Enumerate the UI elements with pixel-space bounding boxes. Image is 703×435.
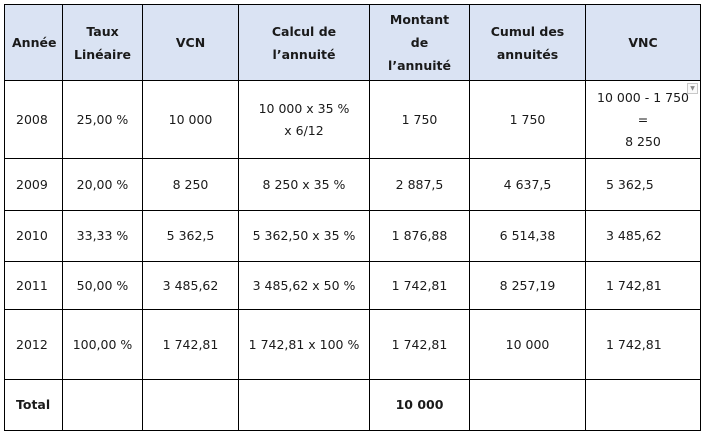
cell-vcn: 5 362,5 bbox=[142, 210, 239, 262]
cell-calcul: 3 485,62 x 50 % bbox=[238, 261, 370, 310]
cell-vnc: 1 742,81 bbox=[585, 309, 701, 380]
cell-cumul: 8 257,19 bbox=[469, 261, 586, 310]
empty-cell bbox=[469, 379, 586, 431]
cell-vcn: 1 742,81 bbox=[142, 309, 239, 380]
header-cumul: Cumul des annuités bbox=[469, 4, 586, 81]
cell-taux: 25,00 % bbox=[62, 80, 143, 159]
cell-vcn: 3 485,62 bbox=[142, 261, 239, 310]
cell-montant: 1 876,88 bbox=[369, 210, 470, 262]
cell-calcul: 5 362,50 x 35 % bbox=[238, 210, 370, 262]
cell-montant: 1 742,81 bbox=[369, 261, 470, 310]
header-taux-label: Taux Linéaire bbox=[74, 23, 131, 62]
table-row: 2009 20,00 % 8 250 8 250 x 35 % 2 887,5 … bbox=[4, 158, 701, 211]
cell-calcul: 1 742,81 x 100 % bbox=[238, 309, 370, 380]
total-amount: 10 000 bbox=[369, 379, 470, 431]
cell-montant: 2 887,5 bbox=[369, 158, 470, 211]
header-row: Année Taux Linéaire VCN Calcul de l’annu… bbox=[4, 4, 701, 81]
cell-cumul: 10 000 bbox=[469, 309, 586, 380]
empty-cell bbox=[238, 379, 370, 431]
cell-annee: 2008 bbox=[4, 80, 63, 159]
cell-cumul: 4 637,5 bbox=[469, 158, 586, 211]
cell-taux: 20,00 % bbox=[62, 158, 143, 211]
vnc-line-2: = bbox=[637, 111, 649, 127]
cell-vcn: 10 000 bbox=[142, 80, 239, 159]
cell-vnc: 1 742,81 bbox=[585, 261, 701, 310]
table-row: 2011 50,00 % 3 485,62 3 485,62 x 50 % 1 … bbox=[4, 261, 701, 310]
cell-annee: 2010 bbox=[4, 210, 63, 262]
header-annee: Année bbox=[4, 4, 63, 81]
table-row: 2010 33,33 % 5 362,5 5 362,50 x 35 % 1 8… bbox=[4, 210, 701, 262]
cell-calcul: 8 250 x 35 % bbox=[238, 158, 370, 211]
cell-annee: 2009 bbox=[4, 158, 63, 211]
empty-cell bbox=[142, 379, 239, 431]
cell-annee: 2011 bbox=[4, 261, 63, 310]
header-montant: Montant de l’annuité bbox=[369, 4, 470, 81]
empty-cell bbox=[585, 379, 701, 431]
total-row: Total 10 000 bbox=[4, 379, 701, 431]
vnc-line-1: 10 000 - 1 750 bbox=[597, 89, 689, 105]
vnc-line-3: 8 250 bbox=[625, 133, 661, 149]
cell-taux: 33,33 % bbox=[62, 210, 143, 262]
table-row: 2008 25,00 % 10 000 10 000 x 35 % x 6/12… bbox=[4, 80, 701, 159]
cell-vnc: 5 362,5 bbox=[585, 158, 701, 211]
amortization-table: Année Taux Linéaire VCN Calcul de l’annu… bbox=[4, 4, 701, 431]
cell-taux: 100,00 % bbox=[62, 309, 143, 380]
total-label: Total bbox=[4, 379, 63, 431]
cell-vcn: 8 250 bbox=[142, 158, 239, 211]
cell-annee: 2012 bbox=[4, 309, 63, 380]
header-calcul: Calcul de l’annuité bbox=[238, 4, 370, 81]
empty-cell bbox=[62, 379, 143, 431]
cell-vnc: 10 000 - 1 750 = 8 250 ▼ bbox=[585, 80, 701, 159]
table-row: 2012 100,00 % 1 742,81 1 742,81 x 100 % … bbox=[4, 309, 701, 380]
cell-cumul: 6 514,38 bbox=[469, 210, 586, 262]
header-taux: Taux Linéaire bbox=[62, 4, 143, 81]
cell-cumul: 1 750 bbox=[469, 80, 586, 159]
header-vcn: VCN bbox=[142, 4, 239, 81]
dropdown-arrow-icon[interactable]: ▼ bbox=[687, 83, 698, 94]
cell-montant: 1 742,81 bbox=[369, 309, 470, 380]
cell-vnc: 3 485,62 bbox=[585, 210, 701, 262]
cell-montant: 1 750 bbox=[369, 80, 470, 159]
cell-calcul: 10 000 x 35 % x 6/12 bbox=[238, 80, 370, 159]
cell-taux: 50,00 % bbox=[62, 261, 143, 310]
header-vnc: VNC bbox=[585, 4, 701, 81]
